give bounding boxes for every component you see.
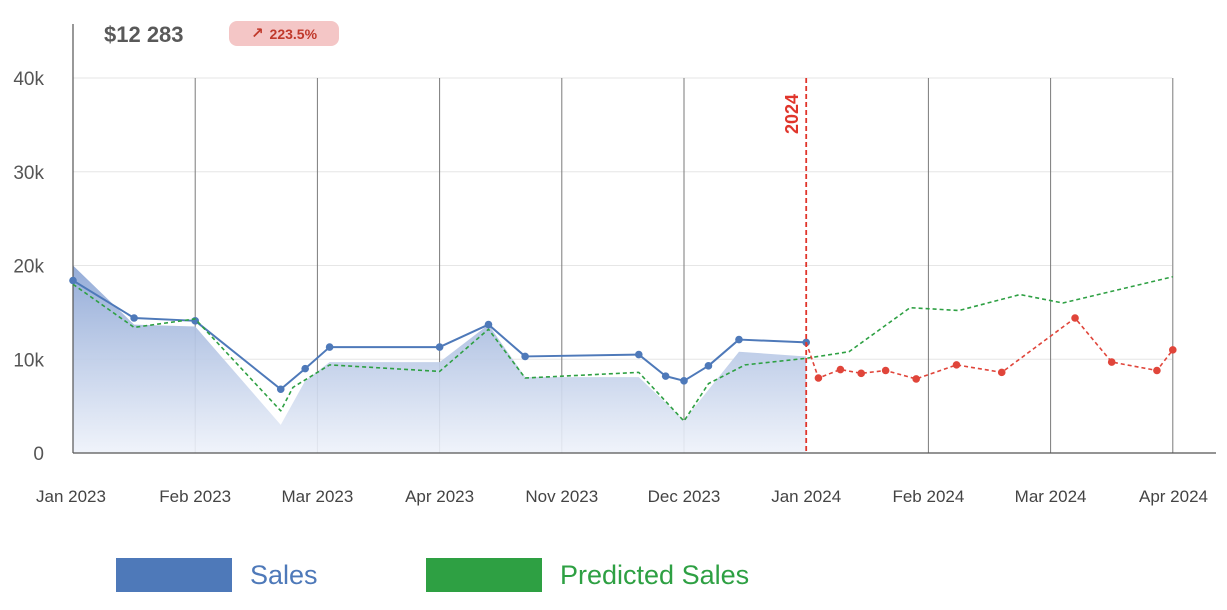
axes (72, 24, 1216, 454)
x-tick-label: Nov 2023 (525, 487, 598, 506)
legend-swatch-sales (116, 558, 232, 592)
legend-item-predicted[interactable]: Predicted Sales (426, 558, 749, 592)
sales-area (73, 265, 807, 453)
x-tick-label: Feb 2024 (892, 487, 964, 506)
tick-labels: 0 10k 20k 30k 40k Jan 2023 Feb 2023 Mar 2023 Apr… (13, 69, 1208, 506)
sales-point (661, 372, 670, 380)
series (69, 275, 1177, 422)
sales-point (521, 352, 529, 361)
sales-point (435, 343, 444, 351)
sales-point (680, 377, 688, 385)
change-percent: 223.5% (269, 25, 318, 42)
sales-point (325, 343, 334, 351)
sales-point (301, 364, 309, 373)
forecast-point (881, 366, 890, 375)
x-tick-label: Feb 2023 (159, 487, 231, 506)
year-divider: 2024 (782, 78, 808, 453)
x-tick-label: Jan 2023 (36, 487, 106, 506)
x-tick-label: Mar 2024 (1015, 487, 1087, 506)
predicted-sales-line (72, 275, 1173, 422)
x-tick-label: Jan 2024 (771, 487, 841, 506)
y-tick-label: 0 (33, 444, 44, 465)
sales-area-fill (73, 265, 807, 453)
divider-label: 2024 (782, 94, 802, 134)
forecast-point (1071, 314, 1079, 322)
legend-label-sales: Sales (250, 559, 318, 590)
x-tick-label: Apr 2024 (1139, 487, 1208, 506)
x-tick-label: Dec 2023 (648, 487, 721, 506)
forecast-point (1169, 346, 1177, 354)
x-tick-label: Apr 2023 (405, 487, 474, 506)
y-tick-label: 30k (13, 163, 44, 184)
forecast-point (1153, 366, 1161, 375)
x-tick-label: Mar 2023 (281, 487, 353, 506)
legend-item-sales[interactable]: Sales (116, 558, 318, 592)
y-tick-label: 40k (13, 69, 44, 90)
forecast-point (997, 368, 1006, 377)
forecast-point (1107, 358, 1116, 366)
forecast-point (912, 375, 920, 383)
forecast-point (857, 369, 865, 378)
y-tick-label: 20k (13, 257, 44, 278)
y-tick-label: 10k (13, 350, 44, 371)
arrow-up-right-icon: ↗ (250, 25, 264, 42)
sales-point (276, 385, 285, 394)
total-sales-value: $12 283 (104, 22, 184, 47)
sales-point (704, 362, 713, 370)
legend: Sales Predicted Sales (0, 558, 1227, 598)
forecast-point (814, 374, 823, 382)
sales-point (634, 350, 643, 359)
legend-swatch-predicted (426, 558, 542, 592)
legend-label-predicted: Predicted Sales (560, 559, 750, 590)
forecast-line (805, 317, 1174, 380)
grid (73, 77, 1174, 453)
sales-point (735, 335, 743, 344)
sales-point (69, 276, 77, 285)
forecast-point (836, 365, 845, 374)
change-badge: ↗ 223.5% (229, 21, 339, 46)
sales-point (130, 314, 138, 322)
sales-point (484, 320, 493, 329)
forecast-point (952, 361, 961, 369)
